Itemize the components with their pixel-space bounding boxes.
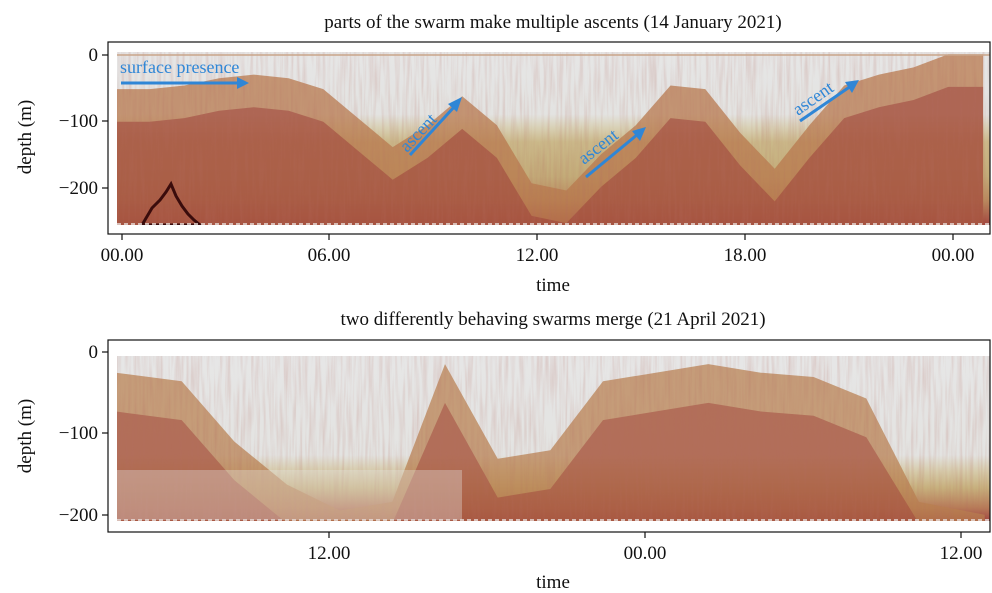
panel-1-ytick-label-2: −200: [59, 178, 98, 199]
annotation-ascent-2-arrow: [585, 132, 639, 179]
panel-2-xtick-label-0: 12.00: [308, 543, 351, 564]
panel-1-xtick-label-0: 00.00: [101, 245, 144, 266]
panel-1-xtick-label-2: 12.00: [516, 245, 559, 266]
panel-2-ytick-label-2: −200: [59, 505, 98, 526]
annotation-surface-presence: surface presence: [120, 57, 239, 77]
panel-1-x-axis: 00.00 06.00 12.00 18.00 00.00 time: [101, 234, 975, 296]
panel-2-x-axis: 12.00 00.00 12.00 time: [308, 532, 983, 593]
panel-1-xtick-label-1: 06.00: [308, 245, 351, 266]
annotation-ascent-3-arrowhead: [845, 80, 859, 93]
panel-2-ytick-label-1: −100: [59, 423, 98, 444]
panel-2-xtick-label-1: 00.00: [624, 543, 667, 564]
panel-1-ylabel: depth (m): [15, 100, 36, 174]
panel-1: parts of the swarm make multiple ascents…: [15, 12, 991, 296]
panel-1-xlabel: time: [536, 275, 570, 296]
panel-1-y-axis: 0 −100 −200 depth (m): [15, 45, 108, 199]
panel-1-ytick-label-0: 0: [89, 45, 99, 66]
panel-1-seabed-echo: [140, 180, 203, 225]
panel-1-ytick-label-1: −100: [59, 111, 98, 132]
panel-2-title: two differently behaving swarms merge (2…: [340, 309, 765, 330]
panel-1-frame: [107, 41, 991, 235]
panel-2-frame: [107, 339, 991, 533]
annotation-ascent-1-arrow: [408, 104, 457, 157]
panel-2-y-axis: 0 −100 −200 depth (m): [15, 342, 108, 526]
panel-2-xlabel: time: [536, 572, 570, 593]
panel-2-ylabel: depth (m): [15, 399, 36, 473]
panel-2-xtick-label-2: 12.00: [940, 543, 983, 564]
panel-2-heatmap: [117, 356, 990, 521]
panel-2-lower-fade: [117, 470, 462, 520]
panel-1-title: parts of the swarm make multiple ascents…: [324, 12, 781, 33]
panel-1-xtick-label-3: 18.00: [724, 245, 767, 266]
panel-2-ytick-label-0: 0: [89, 342, 99, 363]
panel-1-texture: [117, 52, 990, 225]
panel-2-texture: [117, 356, 990, 521]
panel-1-heatmap: [117, 52, 990, 225]
panel-1-xtick-label-4: 00.00: [932, 245, 975, 266]
panel-2: two differently behaving swarms merge (2…: [15, 309, 991, 593]
annotation-ascent-3-arrow: [799, 84, 852, 123]
annotation-surface-arrowhead: [237, 77, 249, 89]
annotation-ascent-2-arrowhead: [632, 127, 646, 141]
annotation-ascent-1-arrowhead: [448, 97, 462, 112]
